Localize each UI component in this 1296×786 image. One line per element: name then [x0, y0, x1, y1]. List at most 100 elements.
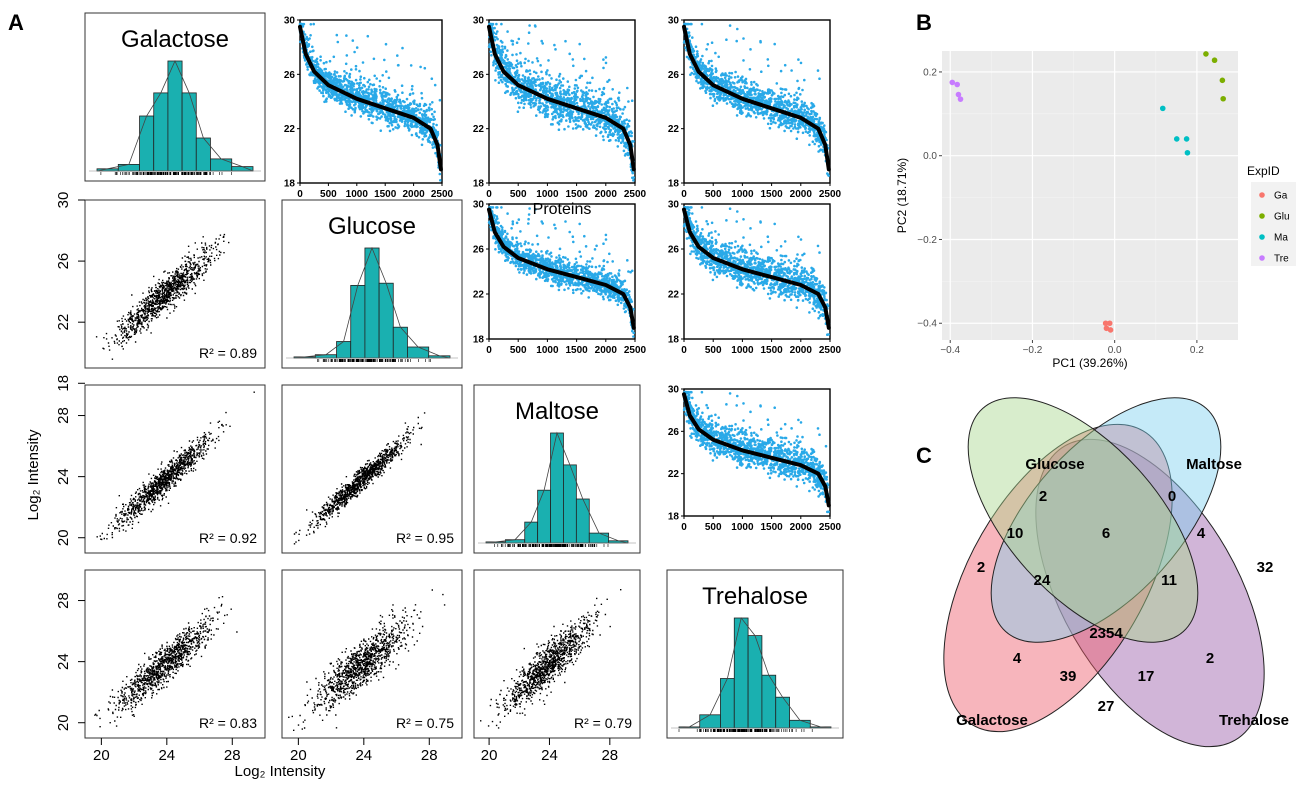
histogram-title: Glucose: [328, 213, 416, 240]
scatter-points: [95, 233, 230, 360]
left-axis-tick-label: 20: [55, 714, 72, 731]
pca-point: [954, 81, 961, 88]
bottom-axis-label: Log₂ Intensity: [235, 763, 326, 780]
histogram-bar: [720, 678, 735, 729]
legend-background: [1251, 182, 1296, 266]
panel-b-pca-plot: −0.4 −0.2 0.0 0.2 0.2 0.0 −0.2 −0.4 PC1 (39.26%)…: [895, 51, 1296, 370]
x-tick-label: 2000: [595, 189, 618, 200]
pca-point: [1106, 320, 1113, 327]
x-tick-label: 2500: [819, 345, 842, 356]
pca-point: [1220, 95, 1226, 102]
y-tick-label: 18: [284, 179, 296, 190]
rug-marks: [317, 359, 431, 362]
x-tick-label: 0: [486, 345, 492, 356]
rank-plot: 30 26 22 180 500 1000 1500 2000 2500: [473, 16, 647, 201]
pca-point: [1203, 51, 1209, 57]
x-tick-label: 2500: [431, 189, 454, 200]
histogram-bar: [392, 326, 408, 359]
histogram-bar: [210, 158, 233, 172]
histogram-bar: [733, 617, 749, 729]
legend-marker: [1259, 234, 1265, 240]
y-tick-label: 30: [668, 16, 680, 27]
x-tick-label: 1500: [374, 189, 397, 200]
legend-marker: [1259, 192, 1265, 198]
x-tick-label: 1500: [760, 189, 783, 200]
histogram-title: Trehalose: [702, 583, 808, 610]
bottom-axis-tick-label: 24: [541, 747, 558, 764]
y-tick-label: 30: [668, 385, 680, 396]
pca-point: [1184, 149, 1191, 156]
x-tick-label: 0: [681, 189, 687, 200]
rank-trend-line: [682, 24, 831, 172]
venn-region-count: 11: [1161, 572, 1177, 589]
legend-title: ExpID: [1247, 164, 1280, 178]
pairwise-scatter: R² = 0.92: [84, 384, 266, 554]
histogram-title: Maltose: [515, 398, 599, 425]
legend-label: Glu: [1274, 212, 1290, 223]
density-curve: [96, 60, 254, 172]
histogram-bar: [181, 92, 197, 172]
venn-region-count: 27: [1098, 698, 1115, 715]
r-squared-label: R² = 0.75: [396, 715, 454, 731]
x-tick-label: 2000: [402, 189, 425, 200]
r-squared-label: R² = 0.95: [396, 530, 454, 546]
r-squared-label: R² = 0.89: [199, 345, 257, 361]
y-tick-label: 0.0: [923, 151, 937, 162]
histogram-panel: Trehalose: [666, 569, 844, 739]
proteins-axis-label: Proteins: [533, 201, 592, 218]
rug-marks: [494, 544, 609, 547]
left-axis-tick-label: 22: [55, 314, 72, 331]
histogram-bar: [407, 346, 430, 359]
x-tick-label: 1000: [346, 189, 369, 200]
bottom-axis-tick-label: 24: [355, 747, 372, 764]
density-curve: [293, 246, 451, 359]
x-tick-label: 2000: [595, 345, 618, 356]
left-axis-label: Log₂ Intensity: [25, 429, 42, 520]
r-squared-label: R² = 0.83: [199, 715, 257, 731]
pairwise-scatter: R² = 0.83: [84, 569, 266, 739]
y-tick-label: 26: [668, 427, 680, 438]
scatter-points: [94, 596, 238, 728]
bottom-axis-tick-label: 20: [93, 747, 110, 764]
y-tick-label: 22: [473, 290, 485, 301]
pairwise-scatter: R² = 0.89: [84, 199, 266, 369]
venn-set-label: Glucose: [1025, 456, 1084, 473]
x-tick-label: 1000: [731, 189, 754, 200]
bottom-axis-tick-label: 20: [290, 747, 307, 764]
histogram-bar: [524, 521, 539, 544]
legend-marker: [1259, 213, 1265, 219]
pairwise-scatter: R² = 0.95: [281, 384, 463, 554]
y-tick-label: 22: [668, 124, 680, 135]
bottom-axis-tick-label: 28: [224, 747, 241, 764]
rank-points: [682, 22, 831, 177]
x-tick-label: 1000: [731, 522, 754, 533]
y-tick-label: 30: [284, 16, 296, 27]
histogram-bar: [775, 696, 790, 729]
pca-point: [1183, 136, 1190, 142]
x-tick-label: 500: [705, 345, 722, 356]
bottom-axis-tick-label: 20: [481, 747, 498, 764]
panel-label-b: B: [916, 10, 932, 35]
left-axis-tick-label: 18: [55, 375, 72, 392]
left-axis-tick-label: 20: [55, 529, 72, 546]
rug-marks: [100, 172, 232, 175]
histogram-bar: [378, 282, 394, 359]
left-axis-tick-label: 26: [55, 253, 72, 270]
y-tick-label: 18: [668, 335, 680, 346]
panel-c-venn-diagram: Glucose Maltose Galactose Trehalose 2 0 2 32 10 6…: [943, 397, 1289, 748]
x-tick-label: 1000: [731, 345, 754, 356]
histogram-panel: Glucose: [281, 199, 463, 369]
left-axis-tick-label: 24: [55, 653, 72, 670]
histogram-bar: [153, 92, 169, 172]
density-curve: [678, 617, 832, 729]
rank-plot: 30 26 22 180 500 1000 1500 2000 2500: [668, 16, 842, 201]
y-tick-label: 0.2: [923, 67, 937, 78]
x-tick-label: 2000: [790, 522, 813, 533]
y-tick-label: 22: [668, 290, 680, 301]
x-tick-label: 1000: [536, 189, 559, 200]
histogram-bar: [550, 432, 564, 544]
venn-region-count: 39: [1060, 668, 1077, 685]
legend-marker: [1259, 255, 1265, 261]
